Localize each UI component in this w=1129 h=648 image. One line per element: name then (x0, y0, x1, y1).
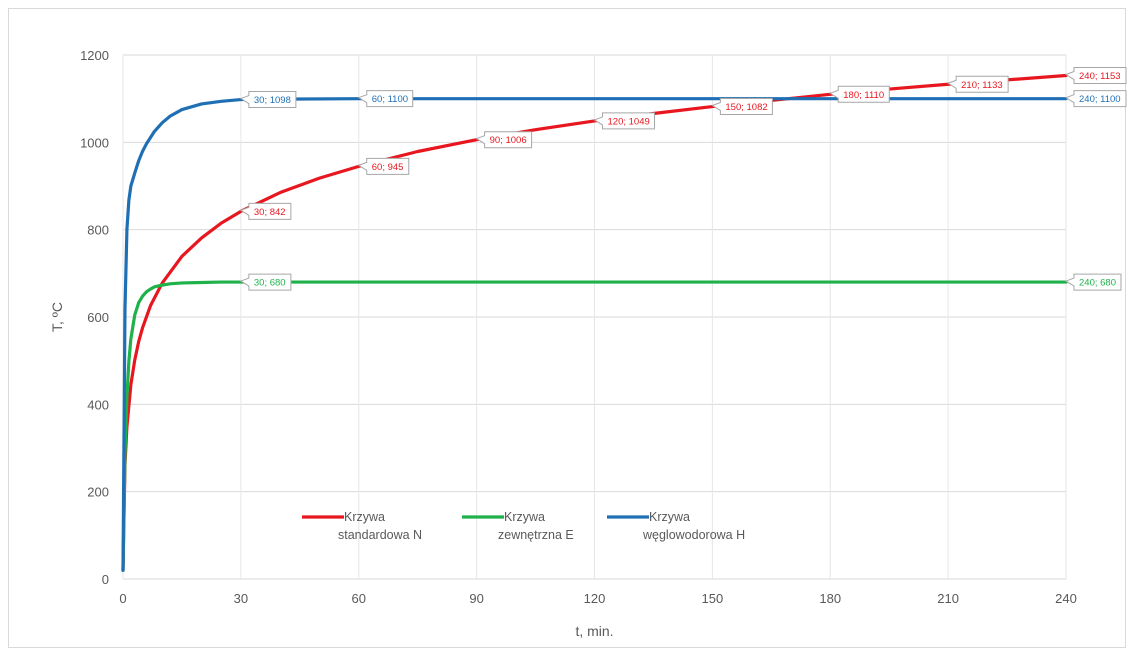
y-tick-label: 1200 (80, 48, 109, 63)
chart-area (8, 8, 1126, 648)
y-tick-label: 1000 (80, 135, 109, 150)
data-label-callout (1064, 273, 1122, 291)
x-tick-label: 150 (702, 591, 724, 606)
data-label: 240; 1153 (1064, 67, 1127, 85)
legend-entry: Krzywa zewnętrzna E (462, 510, 574, 542)
x-tick-label: 60 (352, 591, 366, 606)
data-label: 120; 1049 (593, 112, 655, 130)
data-label: 60; 945 (357, 157, 410, 175)
y-tick-label: 600 (87, 310, 109, 325)
data-label-callout (239, 91, 297, 109)
y-tick-label: 0 (102, 572, 109, 587)
data-labels: 30; 842 60; 945 90; 1006 120; 1049 150; 1082… (239, 67, 1127, 291)
data-label-callout (239, 273, 292, 291)
series-lines (121, 73, 1068, 572)
data-label-text: 180; 1110 (843, 90, 884, 101)
data-label-callout (357, 157, 410, 175)
data-label: 30; 680 (239, 273, 292, 291)
legend-label: Krzywa (344, 510, 385, 524)
data-label-text: 210; 1133 (961, 80, 1003, 91)
data-label-text: 30; 842 (254, 207, 286, 218)
data-label-callout (239, 202, 292, 220)
data-label-callout (357, 90, 414, 108)
x-tick-label: 30 (234, 591, 248, 606)
x-tick-label: 210 (937, 591, 959, 606)
data-label-callout (475, 131, 533, 149)
x-axis-ticks: 0 30 60 90 120 150 180 210 240 (119, 591, 1076, 606)
legend-label: węglowodorowa H (642, 528, 745, 542)
data-label-text: 90; 1006 (490, 135, 527, 146)
data-label-callout (1064, 90, 1127, 108)
data-label-callout (593, 112, 655, 130)
data-label-text: 120; 1049 (608, 116, 650, 127)
legend-label: Krzywa (504, 510, 545, 524)
data-label: 30; 1098 (239, 91, 297, 109)
x-axis-title: t, min. (575, 623, 613, 639)
data-label-text: 150; 1082 (725, 102, 767, 113)
legend-label: Krzywa (649, 510, 690, 524)
data-label: 240; 680 (1064, 273, 1122, 291)
data-label-callout (829, 85, 890, 103)
y-tick-label: 400 (87, 397, 109, 412)
x-tick-label: 120 (584, 591, 606, 606)
data-label: 150; 1082 (711, 98, 773, 116)
x-tick-label: 180 (819, 591, 841, 606)
y-axis-ticks: 0 200 400 600 800 1000 1200 (80, 48, 109, 587)
x-tick-label: 90 (469, 591, 483, 606)
data-label: 180; 1110 (829, 85, 890, 103)
series-line (121, 280, 1068, 572)
data-label-text: 240; 1153 (1079, 71, 1121, 82)
legend-label: zewnętrzna E (498, 528, 574, 542)
legend-entry: Krzywa węglowodorowa H (607, 510, 745, 542)
legend-label: standardowa N (338, 528, 422, 542)
gridlines (122, 54, 1067, 580)
data-label-text: 30; 680 (254, 278, 286, 289)
data-label-callout (947, 75, 1009, 93)
data-label-callout (1064, 67, 1127, 85)
data-label: 60; 1100 (357, 90, 414, 108)
data-label-text: 60; 1100 (372, 94, 408, 105)
data-label-text: 30; 1098 (254, 95, 291, 106)
data-label-text: 240; 680 (1079, 278, 1116, 289)
data-label: 240; 1100 (1064, 90, 1127, 108)
y-tick-label: 800 (87, 223, 109, 238)
data-label: 30; 842 (239, 202, 292, 220)
x-tick-label: 240 (1055, 591, 1077, 606)
data-label: 210; 1133 (947, 75, 1009, 93)
legend-entry: Krzywa standardowa N (302, 510, 422, 542)
data-label: 90; 1006 (475, 131, 533, 149)
y-axis-title: T, ºC (49, 302, 65, 332)
data-label-callout (711, 98, 773, 116)
y-tick-label: 200 (87, 485, 109, 500)
x-tick-label: 0 (119, 591, 126, 606)
series-line (121, 97, 1068, 572)
data-label-text: 240; 1100 (1079, 94, 1121, 105)
data-label-text: 60; 945 (372, 162, 404, 173)
